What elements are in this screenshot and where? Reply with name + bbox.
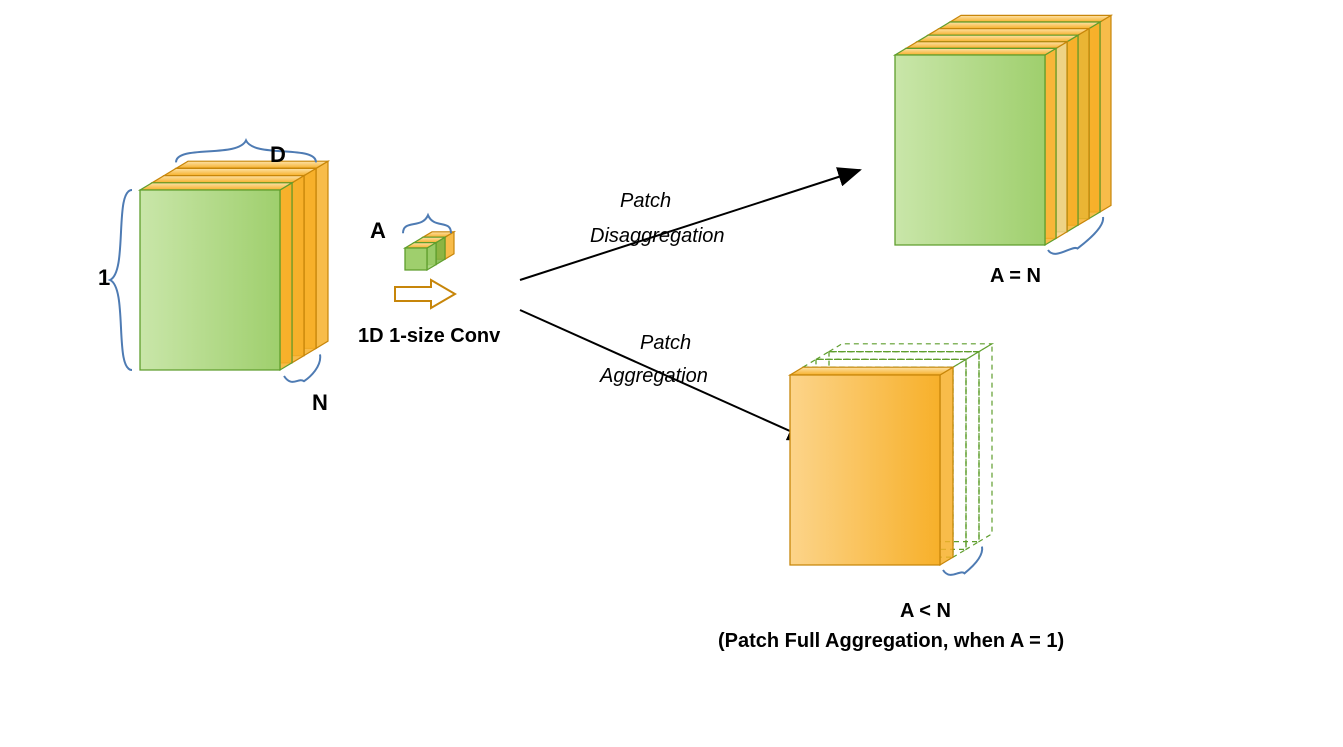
label-out-top: A = N xyxy=(990,265,1041,288)
output-bottom xyxy=(790,344,992,565)
label-path-bottom-2: Aggregation xyxy=(600,365,708,388)
label-path-top-1: Patch xyxy=(620,190,671,213)
label-A: A xyxy=(370,218,386,244)
label-out-bottom-1: A < N xyxy=(900,600,951,623)
slab-stack xyxy=(895,15,1111,245)
label-path-bottom-1: Patch xyxy=(640,332,691,355)
label-out-bottom-2: (Patch Full Aggregation, when A = 1) xyxy=(718,630,1064,653)
label-conv: 1D 1-size Conv xyxy=(358,325,500,348)
label-D: D xyxy=(270,142,286,168)
label-N: N xyxy=(312,390,328,416)
conv-kernel xyxy=(405,232,454,270)
slab-stack xyxy=(140,161,328,370)
label-path-top-2: Disaggregation xyxy=(590,225,725,248)
label-one: 1 xyxy=(98,265,110,291)
